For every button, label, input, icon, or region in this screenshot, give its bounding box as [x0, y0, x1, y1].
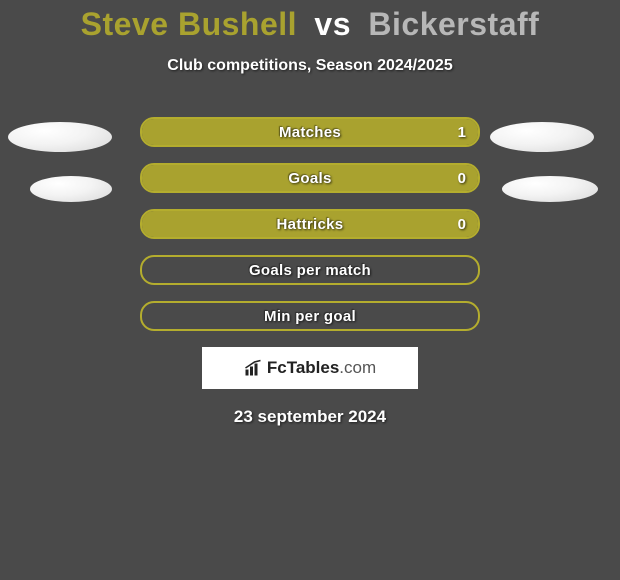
decorative-ellipse: [8, 122, 112, 152]
subtitle: Club competitions, Season 2024/2025: [0, 57, 620, 75]
page-title: Steve Bushell vs Bickerstaff: [0, 0, 620, 43]
stat-bar-row: Goals per match: [140, 255, 480, 285]
stat-bar: Hattricks0: [140, 209, 480, 239]
stat-bar: Goals0: [140, 163, 480, 193]
decorative-ellipse: [30, 176, 112, 202]
stat-bar: Goals per match: [140, 255, 480, 285]
vs-separator: vs: [306, 6, 359, 42]
stat-bar: Matches1: [140, 117, 480, 147]
stat-bar-value: 0: [142, 165, 478, 191]
stat-bar-label: Goals per match: [142, 257, 478, 283]
comparison-infographic: Steve Bushell vs Bickerstaff Club compet…: [0, 0, 620, 580]
stat-bar-label: Min per goal: [142, 303, 478, 329]
stat-bar-row: Matches1: [140, 117, 480, 147]
decorative-ellipse: [490, 122, 594, 152]
decorative-ellipse: [502, 176, 598, 202]
stat-bar-row: Goals0: [140, 163, 480, 193]
player2-name: Bickerstaff: [368, 6, 539, 42]
stat-bar-row: Min per goal: [140, 301, 480, 331]
brand-text: FcTables.com: [267, 358, 376, 378]
stat-bars: Matches1 Goals0 Hattricks0 Goals per match M…: [140, 117, 480, 331]
player1-name: Steve Bushell: [81, 6, 297, 42]
stat-bar-row: Hattricks0: [140, 209, 480, 239]
generated-date: 23 september 2024: [0, 407, 620, 427]
stat-bar-value: 0: [142, 211, 478, 237]
brand-badge: FcTables.com: [202, 347, 418, 389]
stat-bar: Min per goal: [140, 301, 480, 331]
stat-bar-value: 1: [142, 119, 478, 145]
bar-chart-icon: [244, 359, 262, 377]
